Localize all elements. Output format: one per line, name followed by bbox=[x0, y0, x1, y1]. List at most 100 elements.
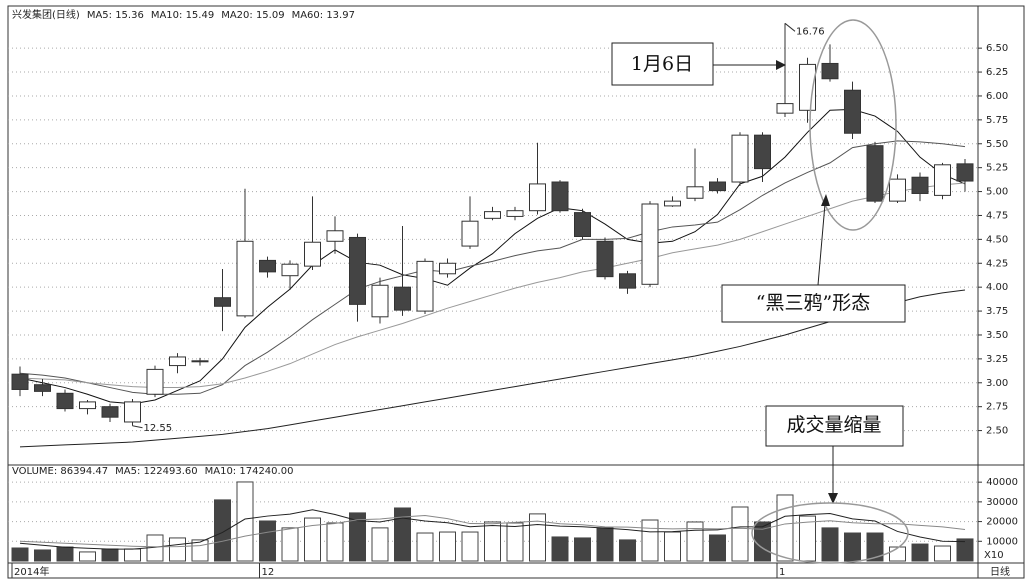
volume-bar bbox=[439, 531, 456, 562]
ma-line bbox=[19, 140, 966, 395]
candle-body bbox=[821, 62, 839, 80]
candle-body bbox=[349, 236, 366, 305]
candle-body bbox=[439, 262, 456, 275]
candle-body bbox=[551, 181, 569, 212]
y-tick-label: 3.50 bbox=[986, 330, 1008, 341]
volume-bar bbox=[281, 527, 299, 562]
y-tick-label: 4.50 bbox=[986, 234, 1008, 245]
candle-body bbox=[146, 368, 164, 395]
candle-body bbox=[866, 145, 884, 202]
y-tick-label: 2.75 bbox=[986, 402, 1008, 413]
volume-bar bbox=[506, 522, 524, 562]
y-tick-label: 5.00 bbox=[986, 187, 1008, 198]
legend-entry: MA10: 174240.00 bbox=[205, 466, 294, 477]
ma-line bbox=[19, 108, 966, 405]
x-tick-label: 12 bbox=[262, 567, 275, 578]
candle-body bbox=[484, 211, 501, 219]
legend-entry: MA5: 122493.60 bbox=[115, 466, 197, 477]
volume-ma-line bbox=[19, 514, 966, 548]
volume-bar bbox=[416, 532, 434, 562]
candle-body bbox=[731, 134, 749, 183]
candle-body bbox=[934, 164, 951, 196]
y-tick-label: 6.50 bbox=[986, 43, 1008, 54]
volume-bar bbox=[304, 517, 321, 562]
candle-body bbox=[326, 230, 344, 242]
candle-body bbox=[619, 273, 636, 289]
y-tick-label: 40000 bbox=[986, 477, 1018, 488]
volume-bar bbox=[214, 499, 231, 562]
legend-entry: VOLUME: 86394.47 bbox=[12, 466, 108, 477]
volume-bar bbox=[461, 531, 479, 562]
volume-bar bbox=[821, 527, 839, 562]
volume-bar bbox=[529, 513, 546, 562]
candle-body bbox=[461, 220, 479, 247]
volume-bar bbox=[484, 521, 501, 562]
volume-bar bbox=[956, 538, 974, 562]
volume-bar bbox=[776, 494, 794, 562]
volume-bar bbox=[169, 537, 186, 562]
y-tick-label: 4.00 bbox=[986, 282, 1008, 293]
x-tick-label: 1 bbox=[779, 567, 785, 578]
legend-entry: MA60: 13.97 bbox=[292, 10, 355, 21]
candle-body bbox=[214, 297, 231, 307]
highlight-ellipse bbox=[751, 502, 909, 564]
candle-body bbox=[394, 286, 411, 311]
volume-bar bbox=[664, 531, 681, 562]
max-pointer bbox=[784, 22, 796, 32]
volume-bar bbox=[596, 527, 614, 562]
volume-bar bbox=[124, 548, 141, 562]
y-tick-label: 6.00 bbox=[986, 91, 1008, 102]
volume-bar bbox=[641, 519, 659, 562]
max-label: 16.76 bbox=[796, 26, 825, 37]
volume-bar bbox=[844, 532, 861, 562]
candle-body bbox=[79, 401, 96, 410]
volume-bar bbox=[911, 543, 929, 562]
min-pointer bbox=[132, 425, 143, 429]
period-label: 日线 bbox=[990, 565, 1010, 578]
ma-line bbox=[19, 289, 966, 448]
candle-body bbox=[911, 176, 929, 194]
volume-bar bbox=[394, 507, 411, 562]
y-tick-label: 5.50 bbox=[986, 139, 1008, 150]
annotation-box bbox=[721, 284, 906, 323]
ma-line bbox=[19, 182, 966, 389]
candle-body bbox=[664, 200, 681, 207]
y-tick-label: 30000 bbox=[986, 497, 1018, 508]
annotation: 1月6日 bbox=[631, 53, 693, 75]
volume-bar bbox=[79, 551, 96, 562]
y-tick-label: 20000 bbox=[986, 517, 1018, 528]
candle-body bbox=[304, 241, 321, 267]
annotation: 成交量缩量 bbox=[786, 414, 881, 436]
arrow bbox=[817, 203, 826, 286]
candle-body bbox=[169, 356, 186, 367]
candle-body bbox=[844, 89, 861, 134]
annotations: 1月6日 “黑三鸦”形态 成交量缩量 bbox=[611, 19, 909, 564]
volume-bar bbox=[619, 539, 636, 562]
candle-body bbox=[124, 401, 141, 423]
min-label: 12.55 bbox=[144, 423, 173, 434]
volume-bar bbox=[866, 532, 884, 562]
annotation: “黑三鸦”形态 bbox=[756, 292, 870, 314]
candle-body bbox=[56, 392, 74, 410]
volume-bar bbox=[551, 536, 569, 562]
y-tick-label: 4.75 bbox=[986, 210, 1008, 221]
candle-body bbox=[416, 260, 434, 312]
y-tick-label: 5.25 bbox=[986, 163, 1008, 174]
candle-body bbox=[889, 178, 906, 202]
candle-body bbox=[259, 259, 276, 273]
arrow-head bbox=[821, 194, 830, 206]
y-tick-label: 4.25 bbox=[986, 258, 1008, 269]
marks bbox=[11, 22, 974, 562]
candle-body bbox=[686, 186, 704, 199]
arrow-head bbox=[776, 60, 786, 70]
candle-body bbox=[101, 406, 119, 418]
candle-body bbox=[641, 203, 659, 285]
volume-bar bbox=[686, 521, 704, 562]
annotation-box bbox=[765, 405, 904, 447]
candle-body bbox=[596, 240, 614, 278]
y-tick-label: 3.75 bbox=[986, 306, 1008, 317]
legend-entry: MA20: 15.09 bbox=[221, 10, 284, 21]
volume-bar bbox=[101, 548, 119, 562]
candle-body bbox=[776, 103, 794, 114]
